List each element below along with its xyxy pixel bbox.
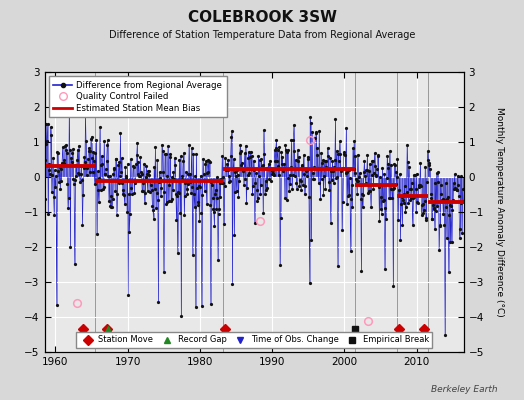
Text: Difference of Station Temperature Data from Regional Average: Difference of Station Temperature Data f… <box>109 30 415 40</box>
Legend: Station Move, Record Gap, Time of Obs. Change, Empirical Break: Station Move, Record Gap, Time of Obs. C… <box>76 332 432 348</box>
Text: COLEBROOK 3SW: COLEBROOK 3SW <box>188 10 336 25</box>
Text: Berkeley Earth: Berkeley Earth <box>431 385 498 394</box>
Y-axis label: Monthly Temperature Anomaly Difference (°C): Monthly Temperature Anomaly Difference (… <box>495 107 504 317</box>
